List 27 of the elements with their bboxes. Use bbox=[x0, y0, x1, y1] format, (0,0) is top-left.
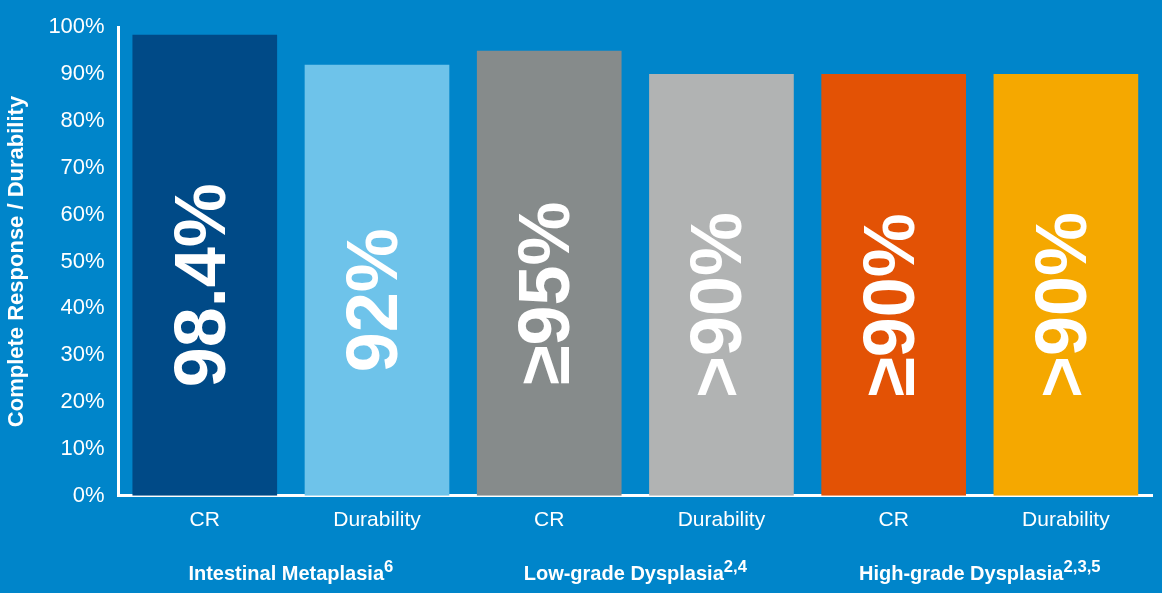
y-tick-label: 10% bbox=[60, 435, 105, 460]
data-label: ≥90% bbox=[848, 213, 929, 397]
y-tick-label: 40% bbox=[60, 294, 105, 320]
x-tick-label: CR bbox=[878, 507, 909, 531]
x-tick-label: Durability bbox=[1022, 507, 1111, 531]
x-tick-label: Durability bbox=[677, 507, 766, 531]
y-tick-label: 100% bbox=[48, 13, 105, 39]
y-tick-label: 60% bbox=[60, 200, 105, 226]
y-tick-label: 30% bbox=[60, 341, 105, 367]
data-label: 98.4% bbox=[159, 183, 240, 388]
y-tick-label: 70% bbox=[60, 153, 105, 179]
y-tick-label: 80% bbox=[60, 106, 105, 132]
data-label: >90% bbox=[1020, 211, 1101, 399]
data-label: >90% bbox=[676, 211, 757, 399]
y-tick-label: 50% bbox=[60, 247, 105, 273]
x-tick-label: CR bbox=[534, 507, 565, 531]
y-axis-title: Complete Response / Durability bbox=[3, 95, 29, 428]
text: Intestinal Metaplasia$^{6}$ bbox=[187, 557, 395, 585]
y-tick-label: 20% bbox=[60, 388, 105, 414]
y-tick-label: 90% bbox=[60, 60, 105, 86]
text: Low-grade Dysplasia$^{2,4}$ bbox=[522, 557, 748, 585]
x-tick-label: Durability bbox=[333, 507, 422, 531]
y-tick-label: 0% bbox=[72, 481, 105, 507]
text: High-grade Dysplasia$^{2,3,5}$ bbox=[858, 557, 1102, 585]
data-label: 92% bbox=[331, 228, 412, 373]
data-label: ≥95% bbox=[504, 201, 585, 386]
x-tick-label: CR bbox=[189, 507, 220, 531]
